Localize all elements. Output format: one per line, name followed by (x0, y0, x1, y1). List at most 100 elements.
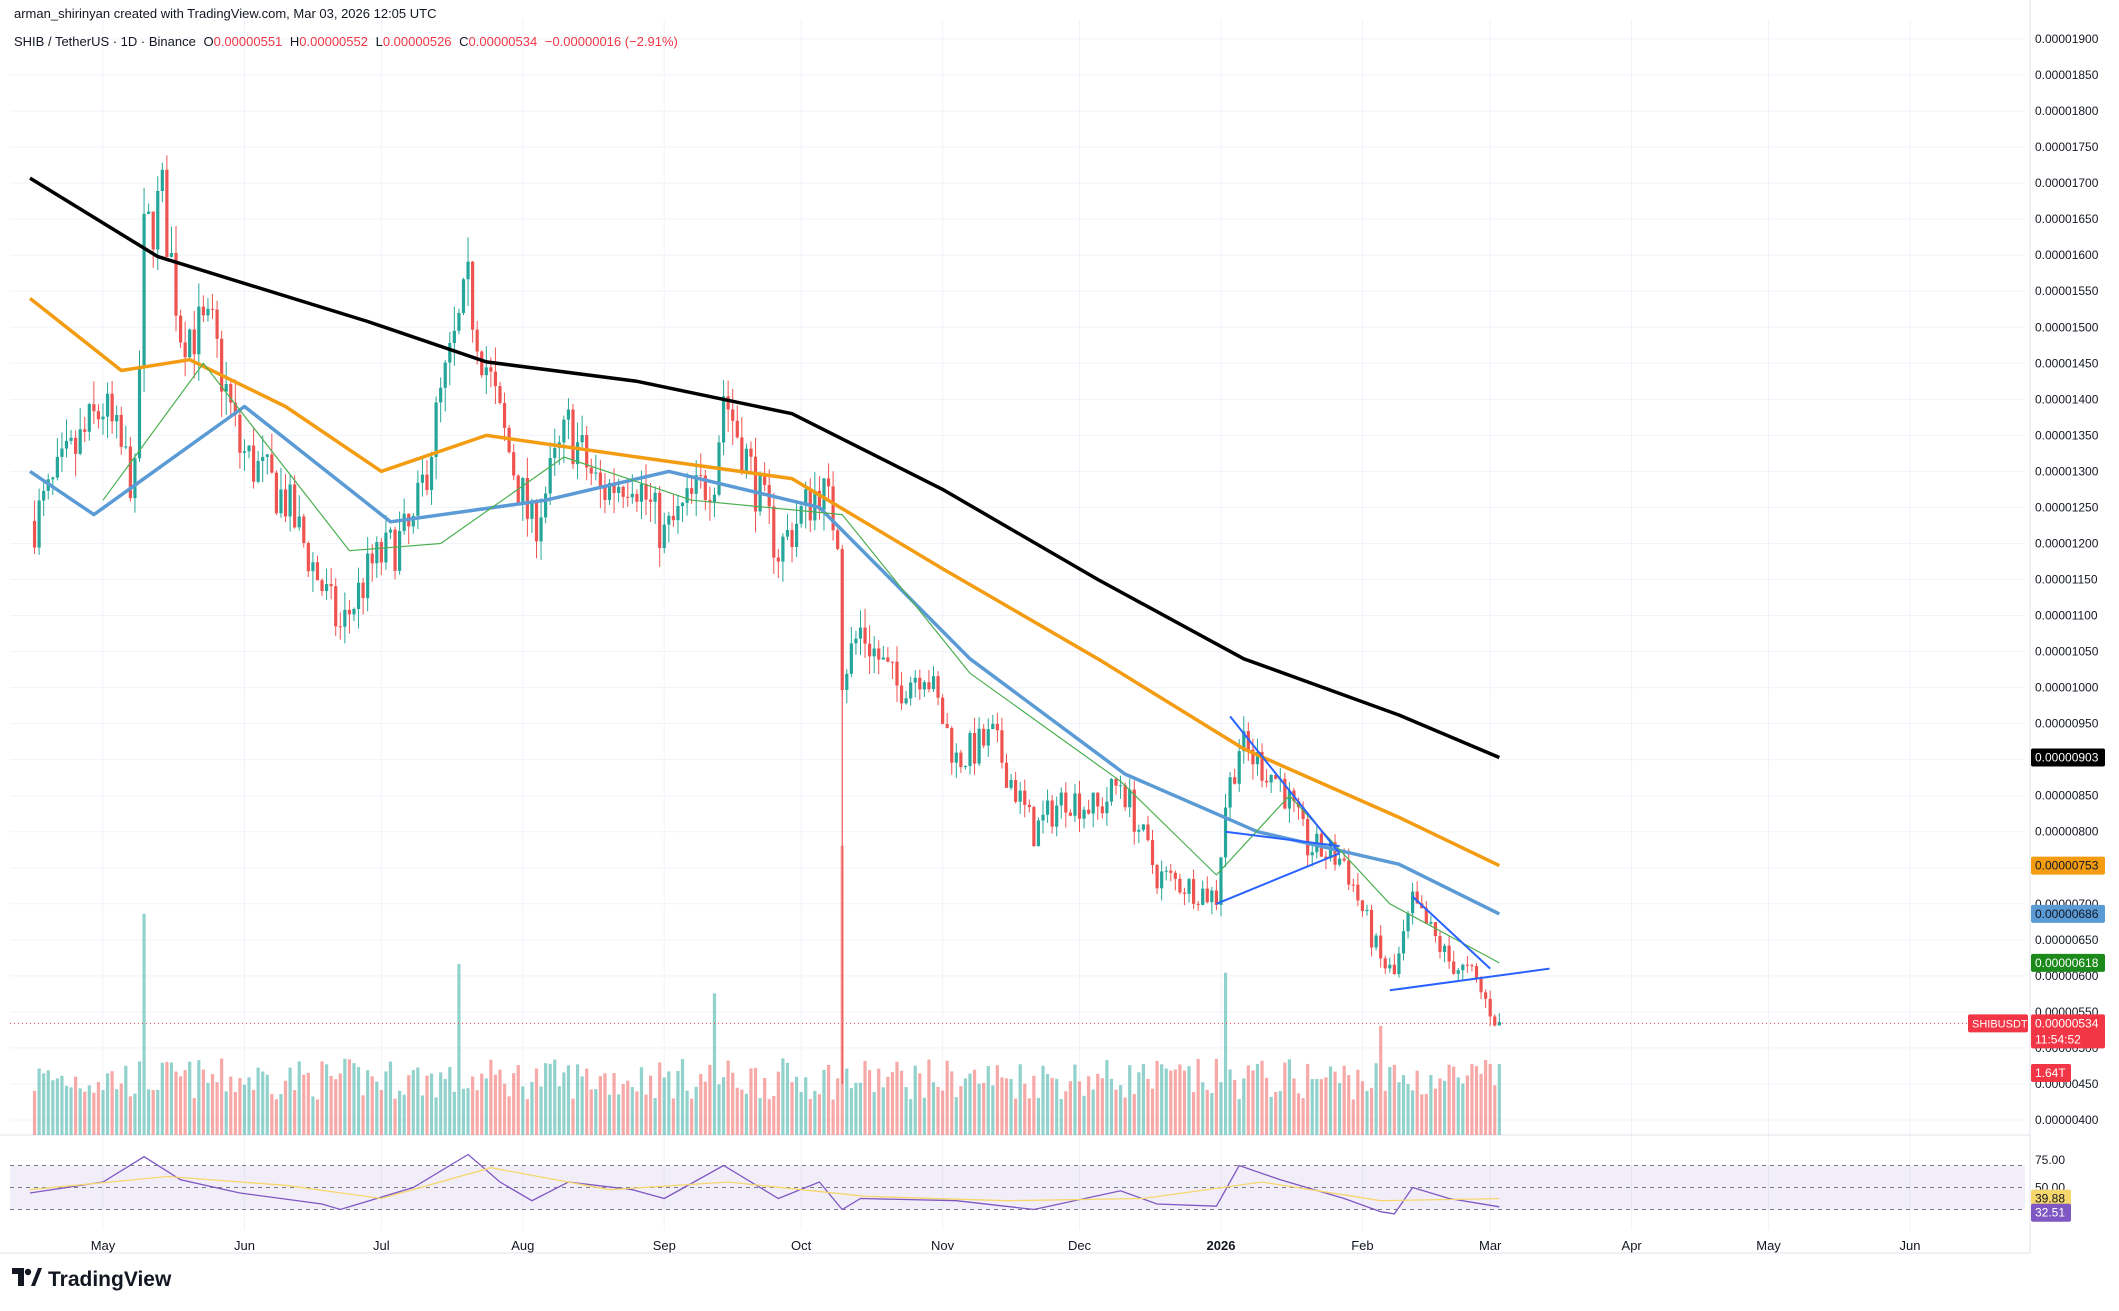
candle-body (1470, 965, 1474, 967)
volume-bar (603, 1073, 607, 1135)
volume-bar (521, 1086, 525, 1135)
volume-bar (1059, 1099, 1063, 1135)
candle-body (174, 252, 178, 316)
candle-body (630, 493, 634, 498)
volume-bar (899, 1070, 904, 1135)
volume-bar (315, 1099, 320, 1135)
volume-bar (37, 1068, 41, 1135)
candle-body (188, 329, 192, 358)
volume-bar (712, 993, 717, 1135)
candle-body (69, 437, 73, 441)
volume-bar (1456, 1077, 1460, 1135)
candle-body (945, 724, 949, 728)
volume-bar (813, 1090, 817, 1135)
volume-bar (343, 1058, 347, 1135)
candle-body (1173, 872, 1177, 879)
candle-body (83, 429, 87, 432)
volume-bar (808, 1099, 812, 1135)
volume-bar (1132, 1094, 1136, 1135)
volume-bar (1064, 1091, 1068, 1135)
volume-bar (566, 1065, 571, 1135)
volume-bar (1137, 1072, 1141, 1135)
candle-body (1415, 891, 1419, 904)
volume-bar (1442, 1080, 1447, 1135)
volume-bar (977, 1083, 981, 1135)
volume-bar (986, 1066, 990, 1135)
volume-bar (411, 1070, 415, 1135)
candle-body (1023, 790, 1027, 805)
tradingview-logo[interactable]: TradingView (12, 1268, 171, 1292)
volume-bar (557, 1086, 561, 1135)
candle-body (1009, 780, 1013, 788)
candle-body (229, 384, 233, 403)
trendline[interactable] (1229, 715, 1341, 854)
candle-body (639, 484, 644, 502)
candle-body (1077, 793, 1082, 819)
trendline[interactable] (1411, 895, 1491, 970)
volume-bar (1274, 1092, 1278, 1135)
volume-bar (311, 1096, 315, 1135)
volume-bar (1347, 1075, 1351, 1135)
volume-bar (1470, 1064, 1474, 1135)
candle-body (192, 329, 196, 355)
symbol-badge-bg (1968, 1014, 2028, 1033)
candle-body (1068, 812, 1072, 816)
candle-body (799, 506, 803, 524)
time-tick-label: May (1756, 1238, 1781, 1253)
volume-bar (785, 1062, 790, 1135)
price-tick-label: 0.00001750 (2035, 140, 2099, 154)
candle-body (183, 342, 187, 358)
volume-badge-text: 1.64T (2035, 1066, 2066, 1080)
candle-body (968, 733, 972, 766)
price-tick-label: 0.00001150 (2035, 573, 2098, 587)
candle-body (338, 626, 342, 628)
volume-bar (1465, 1075, 1469, 1135)
volume-bar (1205, 1089, 1209, 1135)
volume-bar (694, 1086, 698, 1135)
candle-body (124, 446, 128, 448)
candle-body (55, 456, 59, 478)
volume-bar (854, 1082, 858, 1135)
volume-bar (1196, 1058, 1200, 1135)
candle-body (712, 494, 717, 503)
volume-bar (306, 1072, 310, 1135)
volume-bar (293, 1090, 297, 1135)
volume-bar (1420, 1094, 1424, 1135)
volume-bar (1287, 1059, 1292, 1135)
candle-body (1306, 818, 1310, 856)
candle-body (1301, 807, 1305, 819)
volume-bar (1447, 1064, 1451, 1135)
trendline[interactable] (1225, 830, 1340, 848)
candle-body (772, 506, 776, 558)
price-tick-label: 0.00001850 (2035, 68, 2099, 82)
candle-body (393, 529, 397, 571)
volume-bar (220, 1058, 224, 1135)
volume-bar (425, 1075, 429, 1135)
rsi-ma-line (29, 1167, 1500, 1202)
candle-body (1182, 892, 1187, 894)
ma100-badge: 0.00000753 (2031, 856, 2105, 875)
candle-body (1484, 992, 1488, 999)
volume-bar (667, 1071, 671, 1135)
volume-bar (644, 1094, 648, 1135)
volume-bar (238, 1078, 242, 1135)
candle-body (922, 682, 926, 690)
trendlines[interactable] (1216, 715, 1550, 992)
candle-body (1169, 870, 1173, 873)
volume-bar (1433, 1088, 1438, 1135)
candle-body (439, 387, 443, 403)
volume-bar (931, 1082, 936, 1135)
volume-bar (941, 1090, 945, 1135)
trendline[interactable] (1216, 852, 1340, 905)
volume-bar (512, 1073, 516, 1135)
candle-body (794, 523, 799, 548)
volume-bar (1173, 1069, 1177, 1135)
high-value: 0.00000552 (299, 34, 368, 49)
time-axis[interactable]: May Jun Jul Aug Sep Oct Nov Dec 2026 Feb Mar Apr May… (91, 1238, 1921, 1253)
volume-bar (366, 1070, 370, 1135)
candle-body (448, 343, 452, 363)
volume-bar (507, 1096, 511, 1135)
candle-body (1274, 774, 1278, 779)
trendline[interactable] (1389, 967, 1550, 992)
